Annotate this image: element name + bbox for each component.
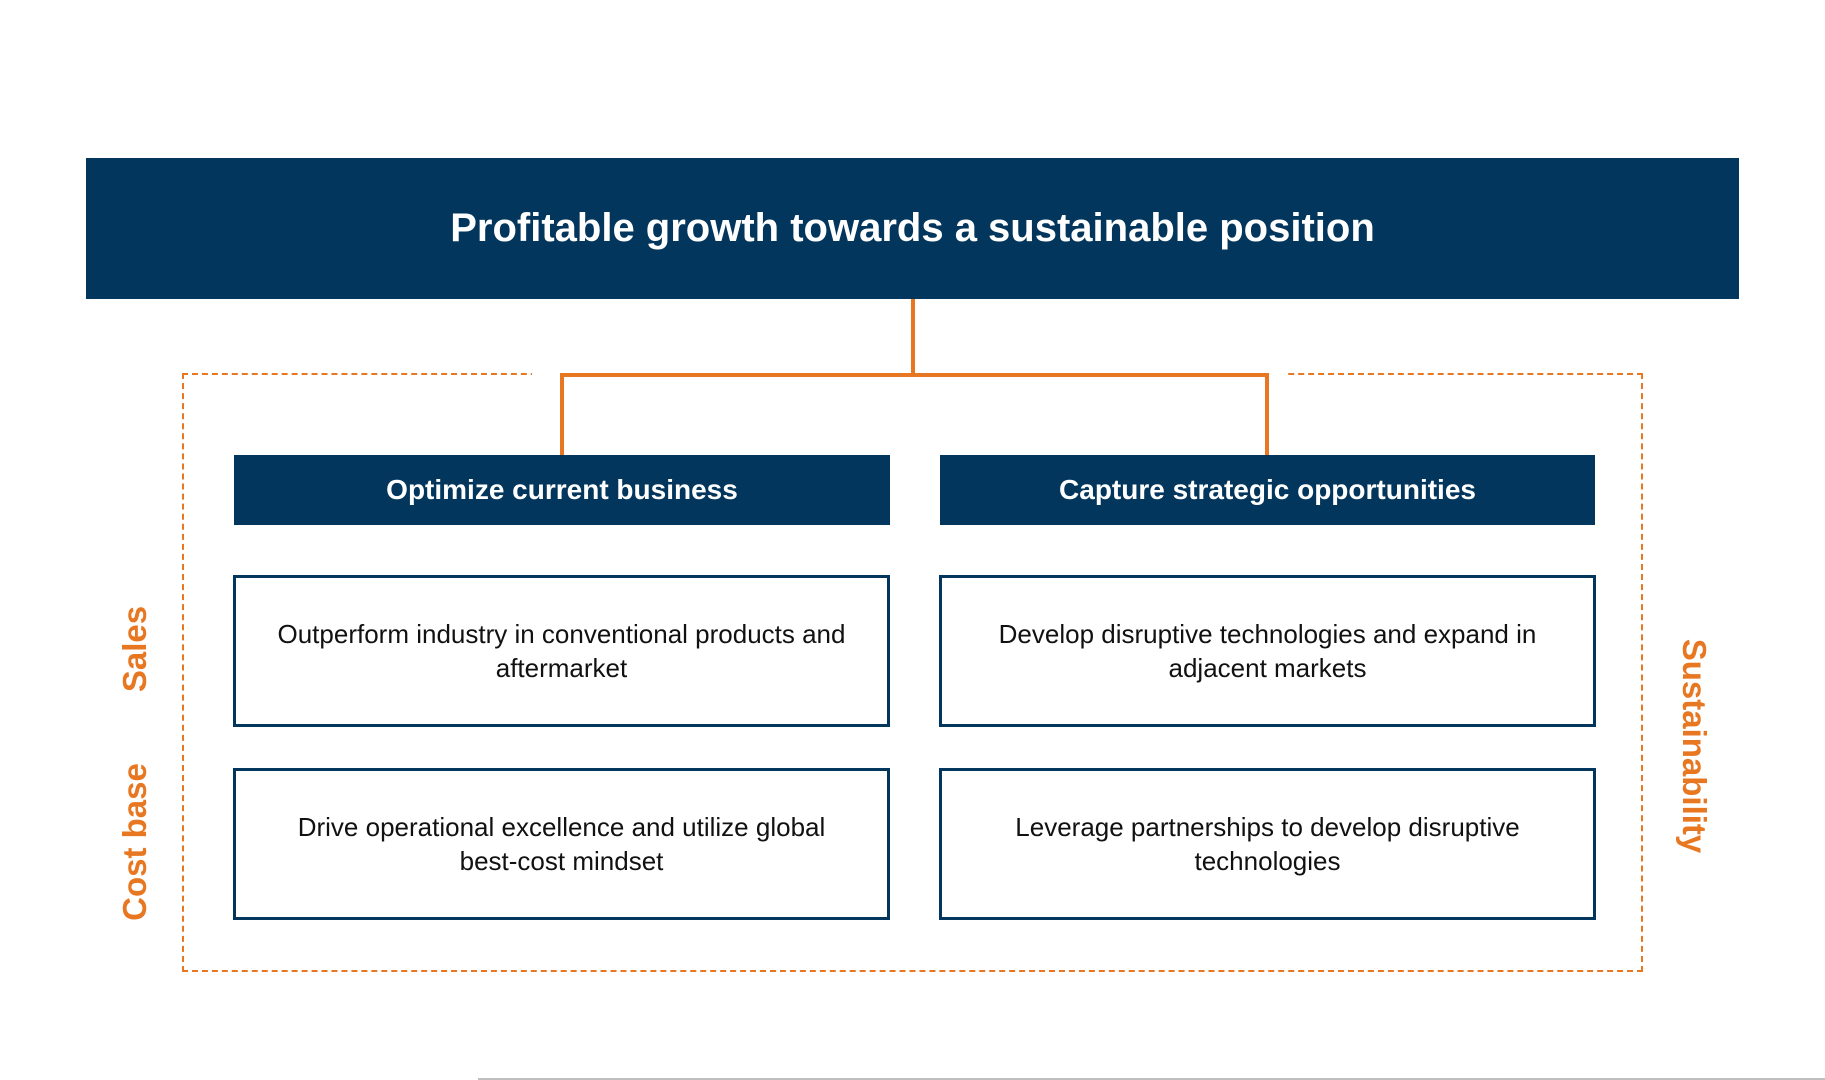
side-label-cost-base: Cost base: [116, 763, 153, 921]
connector-left-branch: [560, 373, 564, 455]
item-box-right-2: Leverage partnerships to develop disrupt…: [939, 768, 1596, 920]
side-label-sales: Sales: [116, 605, 153, 693]
item-text-right-1: Develop disruptive technologies and expa…: [998, 619, 1537, 683]
connector-trunk: [911, 299, 915, 377]
bottom-divider: [478, 1078, 1825, 1080]
item-text-right-2: Leverage partnerships to develop disrupt…: [1015, 812, 1520, 876]
item-box-right-1: Develop disruptive technologies and expa…: [939, 575, 1596, 727]
item-text-left-1: Outperform industry in conventional prod…: [277, 619, 846, 683]
side-label-sustainability: Sustainability: [1676, 638, 1713, 854]
column-header-right-label: Capture strategic opportunities: [1059, 474, 1476, 505]
item-text-left-2: Drive operational excellence and utilize…: [297, 812, 826, 876]
item-box-left-2: Drive operational excellence and utilize…: [233, 768, 890, 920]
column-header-left-label: Optimize current business: [386, 474, 738, 505]
title-banner: Profitable growth towards a sustainable …: [86, 158, 1739, 299]
connector-horizontal: [560, 373, 1269, 377]
connector-right-branch: [1265, 373, 1269, 455]
item-box-left-1: Outperform industry in conventional prod…: [233, 575, 890, 727]
column-header-left: Optimize current business: [234, 455, 890, 525]
diagram-title: Profitable growth towards a sustainable …: [450, 206, 1375, 250]
column-header-right: Capture strategic opportunities: [940, 455, 1595, 525]
